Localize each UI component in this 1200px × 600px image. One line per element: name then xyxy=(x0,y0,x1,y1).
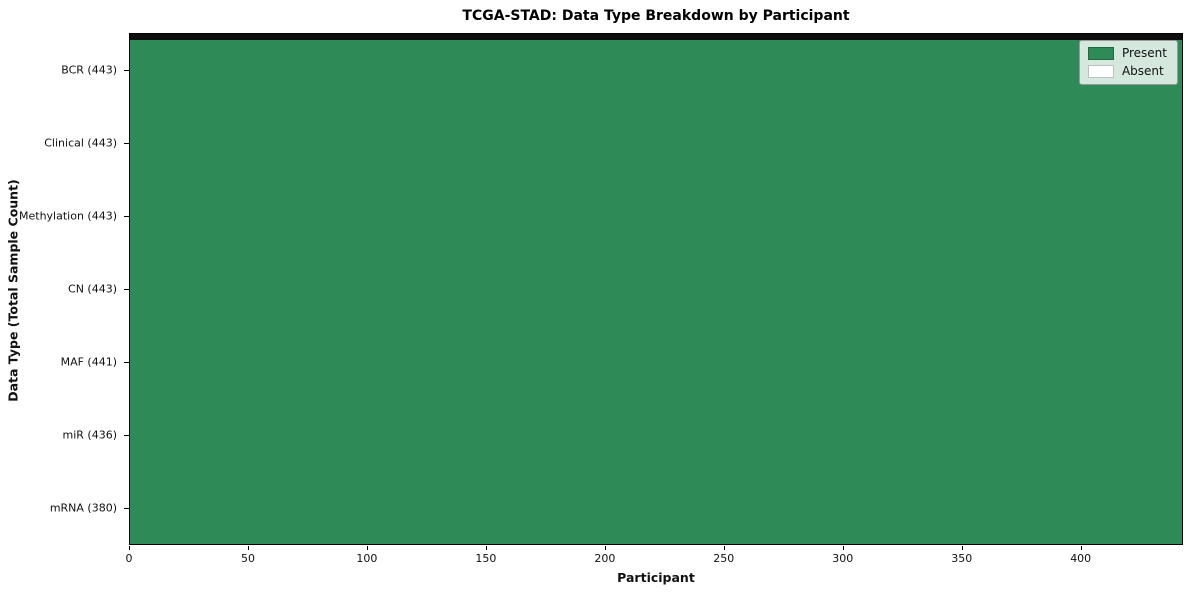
y-tick-label: mRNA (380) xyxy=(49,501,117,515)
x-tick-label: 150 xyxy=(475,552,497,565)
x-tick-mark xyxy=(843,546,844,550)
heatmap-row-cn xyxy=(130,37,1182,38)
x-tick-label: 200 xyxy=(594,552,616,565)
y-tick-label: Clinical (443) xyxy=(44,136,117,150)
heatmap-row-bcr xyxy=(130,34,1182,35)
x-tick-label: 350 xyxy=(951,552,973,565)
heatmap-row-methylation xyxy=(130,36,1182,37)
x-tick-label: 50 xyxy=(240,552,255,565)
x-tick-mark xyxy=(605,546,606,550)
y-tick-mark xyxy=(124,143,129,144)
x-tick-label: 400 xyxy=(1070,552,1092,565)
absent-swatch xyxy=(1087,65,1114,78)
y-tick-mark xyxy=(124,362,129,363)
x-tick-mark xyxy=(367,546,368,550)
x-tick-mark xyxy=(962,546,963,550)
x-tick-label: 250 xyxy=(713,552,735,565)
x-tick-mark xyxy=(724,546,725,550)
x-axis-title: Participant xyxy=(617,570,695,585)
y-tick-label: BCR (443) xyxy=(61,63,117,77)
legend-label-present: Present xyxy=(1121,46,1167,60)
x-tick-label: 100 xyxy=(356,552,378,565)
y-tick-mark xyxy=(124,435,129,436)
heatmap-row-clinical xyxy=(130,35,1182,36)
x-tick-mark xyxy=(1081,546,1082,550)
y-tick-mark xyxy=(124,508,129,509)
y-tick-mark xyxy=(124,70,129,71)
y-tick-mark xyxy=(124,216,129,217)
x-tick-mark xyxy=(129,546,130,550)
legend: Present Absent xyxy=(1078,40,1178,85)
x-tick-mark xyxy=(486,546,487,550)
y-axis-title: Data Type (Total Sample Count) xyxy=(5,179,21,402)
heatmap-rows xyxy=(130,34,1182,40)
heatmap-row-mir xyxy=(130,39,1182,40)
chart-title: TCGA-STAD: Data Type Breakdown by Partic… xyxy=(462,8,850,24)
y-tick-label: Methylation (443) xyxy=(19,209,117,223)
legend-item-present: Present xyxy=(1087,46,1167,60)
heatmap-row-maf xyxy=(130,38,1182,39)
legend-label-absent: Absent xyxy=(1121,64,1164,78)
y-tick-label: CN (443) xyxy=(68,282,117,296)
present-swatch xyxy=(1087,47,1114,60)
y-tick-label: MAF (441) xyxy=(60,355,117,369)
legend-item-absent: Absent xyxy=(1087,64,1167,78)
x-tick-label: 300 xyxy=(832,552,854,565)
y-tick-label: miR (436) xyxy=(62,428,118,442)
y-tick-mark xyxy=(124,289,129,290)
x-tick-mark xyxy=(248,546,249,550)
plot-area: Present Absent xyxy=(129,33,1183,545)
x-tick-label: 0 xyxy=(125,552,133,565)
